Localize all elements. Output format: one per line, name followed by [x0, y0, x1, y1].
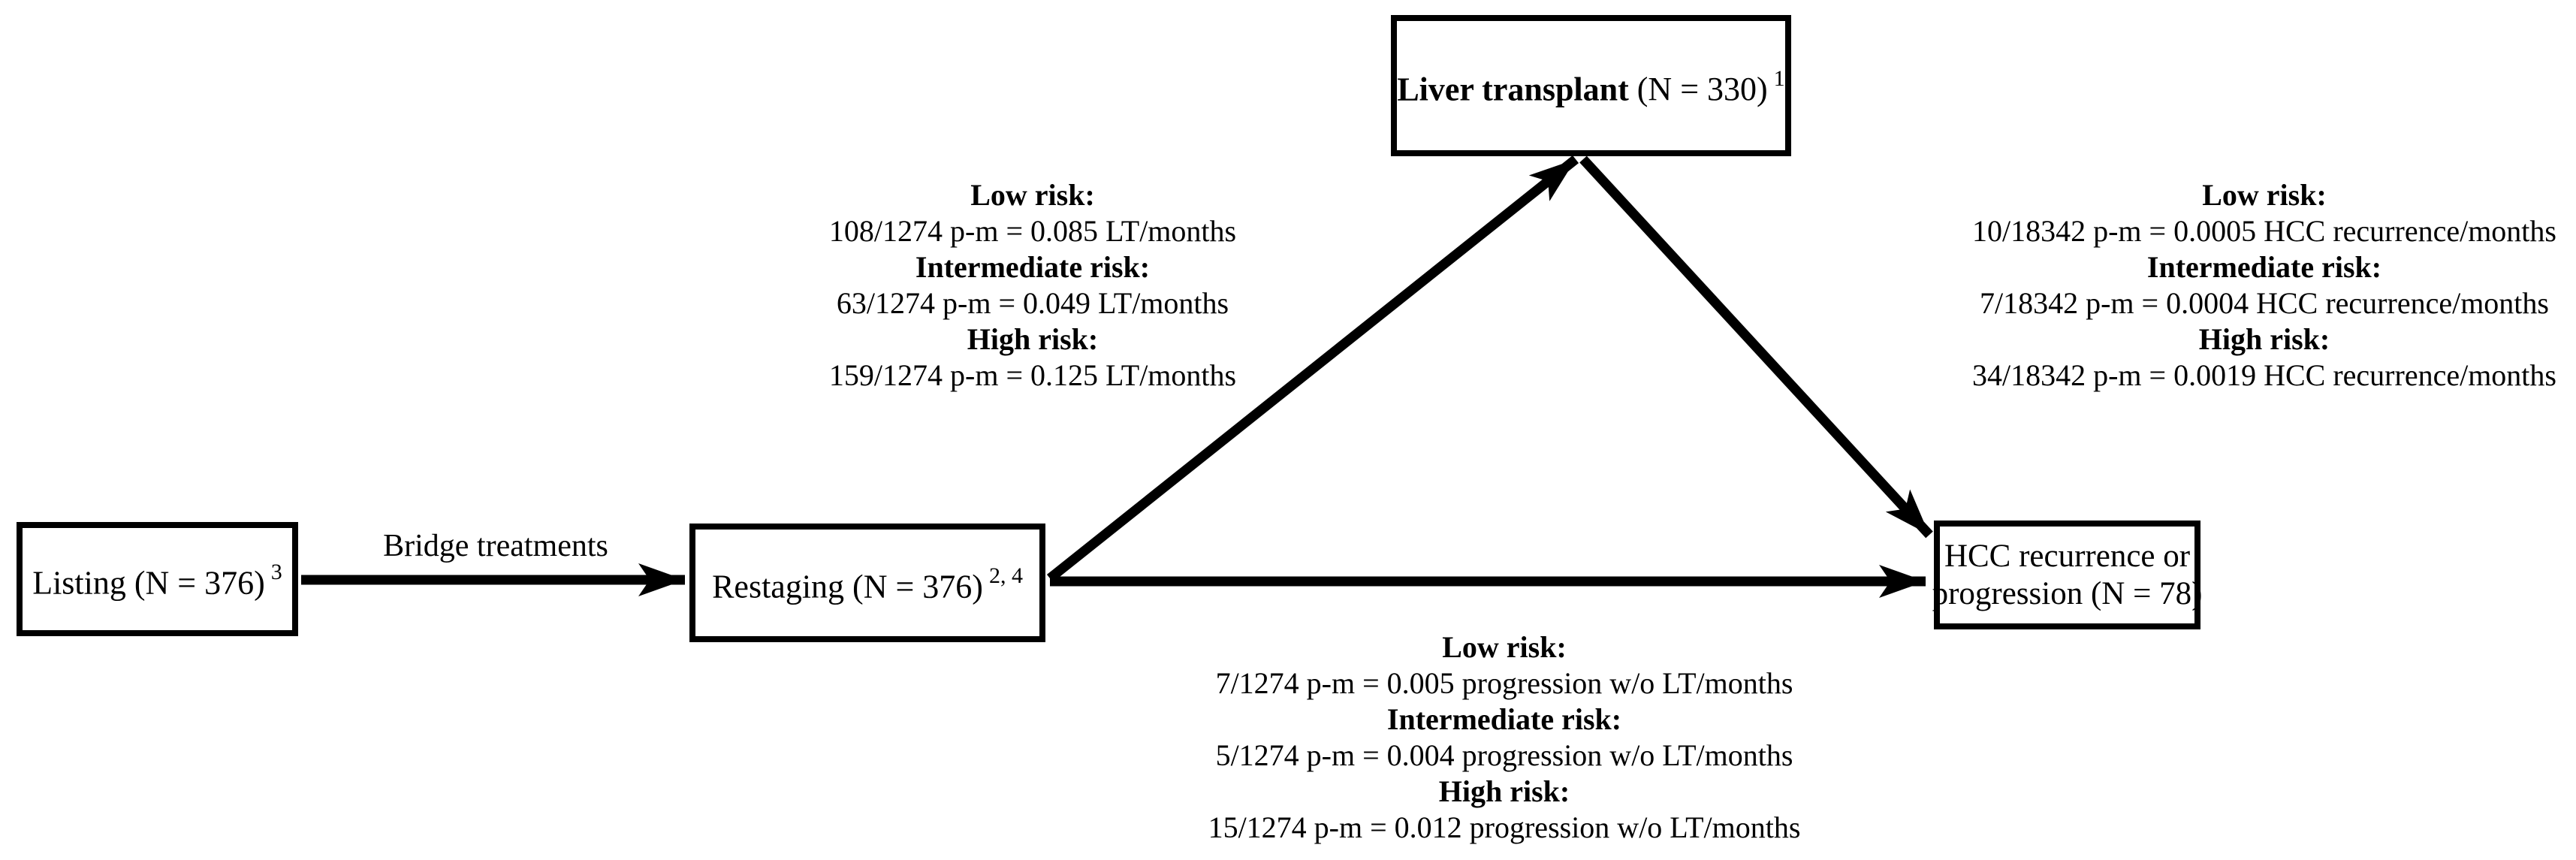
node-hcc-line1: HCC recurrence or: [1944, 538, 2191, 574]
risk-header-high: High risk:: [967, 322, 1099, 356]
node-hcc-line2: progression (N = 78): [1932, 575, 2203, 611]
arrow-restaging-to-liver-transplant: [1046, 155, 1579, 583]
edge-label-bridge-treatments: Bridge treatments: [383, 529, 608, 563]
risk-header-intermediate: Intermediate risk:: [1386, 702, 1622, 736]
annotation-restaging-to-hcc: Low risk: 7/1274 p-m = 0.005 progression…: [1202, 629, 1807, 846]
risk-value-high: 15/1274 p-m = 0.012 progression w/o LT/m…: [1208, 810, 1801, 844]
risk-header-low: Low risk:: [970, 178, 1095, 212]
risk-header-intermediate: Intermediate risk:: [2146, 250, 2382, 284]
arrow-liver-transplant-to-hcc: [1579, 155, 1933, 539]
risk-value-high: 34/18342 p-m = 0.0019 HCC recurrence/mon…: [1972, 358, 2556, 392]
risk-header-intermediate: Intermediate risk:: [915, 250, 1151, 284]
node-liver-transplant: Liver transplant (N = 330) 1: [1391, 15, 1791, 156]
node-restaging-label: Restaging (N = 376) 2, 4: [712, 563, 1023, 605]
node-liver-transplant-label: Liver transplant (N = 330) 1: [1397, 65, 1785, 108]
risk-value-intermediate: 7/18342 p-m = 0.0004 HCC recurrence/mont…: [1980, 286, 2549, 320]
risk-value-high: 159/1274 p-m = 0.125 LT/months: [828, 358, 1237, 392]
risk-value-intermediate: 5/1274 p-m = 0.004 progression w/o LT/mo…: [1215, 738, 1793, 772]
risk-header-high: High risk:: [2198, 322, 2330, 356]
node-restaging: Restaging (N = 376) 2, 4: [689, 524, 1045, 642]
annotation-lt-to-hcc: Low risk: 10/18342 p-m = 0.0005 HCC recu…: [1953, 177, 2576, 394]
risk-value-low: 10/18342 p-m = 0.0005 HCC recurrence/mon…: [1972, 214, 2556, 248]
node-hcc-recurrence: HCC recurrence or progression (N = 78): [1932, 521, 2203, 629]
risk-value-intermediate: 63/1274 p-m = 0.049 LT/months: [836, 286, 1229, 320]
node-listing-label: Listing (N = 376) 3: [32, 559, 282, 602]
node-listing: Listing (N = 376) 3: [17, 522, 298, 636]
risk-header-low: Low risk:: [1442, 630, 1567, 664]
risk-value-low: 7/1274 p-m = 0.005 progression w/o LT/mo…: [1215, 666, 1793, 700]
annotation-restaging-to-lt: Low risk: 108/1274 p-m = 0.085 LT/months…: [807, 177, 1258, 394]
risk-header-low: Low risk:: [2202, 178, 2327, 212]
risk-value-low: 108/1274 p-m = 0.085 LT/months: [828, 214, 1237, 248]
risk-header-high: High risk:: [1438, 774, 1570, 808]
